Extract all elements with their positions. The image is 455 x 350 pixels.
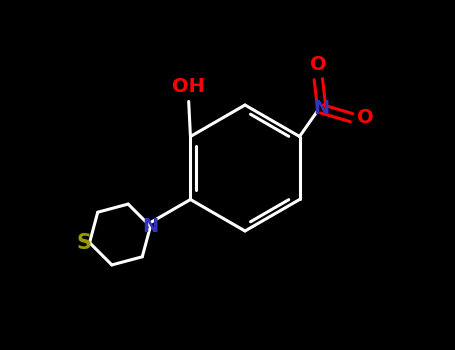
Text: N: N — [313, 99, 330, 118]
Text: OH: OH — [172, 77, 205, 96]
Text: N: N — [142, 217, 158, 236]
Text: O: O — [310, 55, 327, 74]
Text: S: S — [77, 233, 92, 253]
Text: O: O — [357, 108, 374, 127]
